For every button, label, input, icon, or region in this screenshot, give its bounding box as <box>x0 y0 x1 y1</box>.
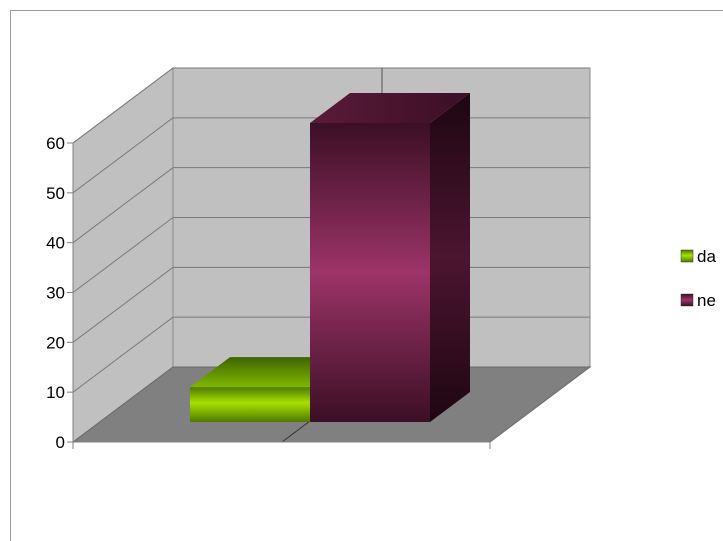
bar-side-face <box>430 93 470 422</box>
y-tick-label: 50 <box>46 184 65 203</box>
y-tick-label: 40 <box>46 234 65 253</box>
bar-top-face <box>310 93 470 123</box>
bar-ne <box>310 93 470 422</box>
bar-front-face <box>190 387 310 422</box>
y-tick-label: 60 <box>46 134 65 153</box>
gridline-side <box>72 316 174 393</box>
legend: da ne <box>680 247 716 310</box>
y-tick-label: 0 <box>56 433 65 452</box>
legend-label-da: da <box>697 247 716 266</box>
gridline-side <box>72 117 174 194</box>
gridline-side <box>72 217 174 293</box>
gridline-side <box>72 266 174 343</box>
legend-label-ne: ne <box>697 291 716 310</box>
gridline-side <box>72 167 174 244</box>
bars <box>190 93 470 422</box>
y-tick-label: 20 <box>46 333 65 352</box>
gridline-side <box>72 67 174 144</box>
y-axis-ticks: 0 10 20 30 40 50 60 <box>46 134 73 452</box>
legend-swatch-ne <box>680 293 694 307</box>
y-tick-label: 10 <box>46 383 65 402</box>
y-tick-label: 30 <box>46 284 65 303</box>
legend-swatch-da <box>680 249 694 263</box>
bar-front-face <box>310 123 430 422</box>
